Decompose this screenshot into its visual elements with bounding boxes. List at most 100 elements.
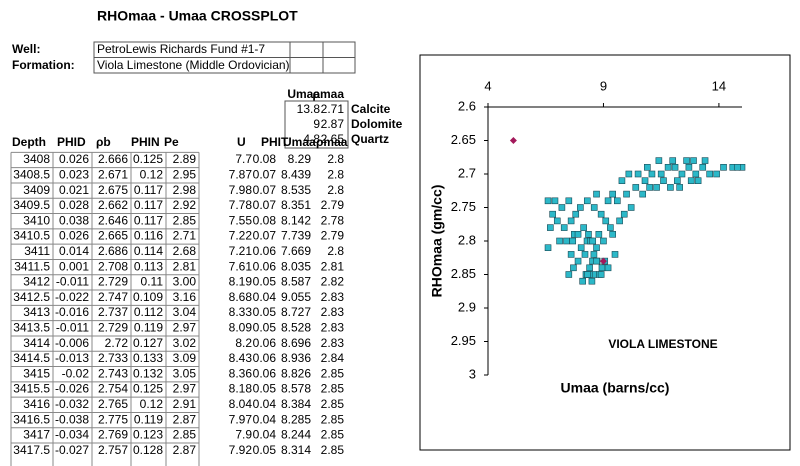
y-tick-label: 2.9 bbox=[458, 299, 476, 314]
mineral-value: 2.65 bbox=[321, 132, 345, 146]
point bbox=[614, 197, 621, 205]
point bbox=[593, 190, 600, 198]
point bbox=[664, 164, 672, 171]
cell: 0.125 bbox=[133, 382, 163, 396]
cell: 0.119 bbox=[134, 412, 163, 426]
point bbox=[620, 210, 628, 218]
cell: 0.023 bbox=[59, 167, 89, 181]
point bbox=[586, 264, 593, 272]
cell: 8.09 bbox=[229, 320, 253, 334]
cell: 0.05 bbox=[253, 443, 277, 457]
cell: 2.83 bbox=[321, 320, 345, 334]
point bbox=[604, 197, 612, 205]
column-header: Pe bbox=[164, 135, 179, 149]
point bbox=[669, 157, 677, 164]
cell: 0.05 bbox=[253, 305, 277, 319]
point bbox=[674, 177, 681, 184]
point bbox=[607, 224, 614, 231]
cell: 3408 bbox=[23, 152, 50, 166]
cell: 8.936 bbox=[281, 351, 311, 365]
point bbox=[646, 184, 653, 191]
cell: 2.85 bbox=[173, 428, 197, 442]
cell: 2.769 bbox=[98, 428, 128, 442]
point bbox=[634, 170, 642, 178]
cell: 7.61 bbox=[229, 259, 253, 273]
mineral-value: 13.8 bbox=[297, 102, 321, 116]
point bbox=[556, 237, 563, 245]
point bbox=[549, 210, 556, 218]
cell: 8.04 bbox=[229, 397, 253, 411]
cell: 8.33 bbox=[229, 305, 253, 319]
cell: 3413 bbox=[23, 305, 50, 319]
cell: 3415.5 bbox=[13, 382, 50, 396]
cell: 7.21 bbox=[229, 244, 253, 258]
point bbox=[602, 217, 610, 225]
column-header: ρmaa bbox=[316, 135, 348, 149]
column-header: Depth bbox=[12, 135, 46, 149]
cell: 0.026 bbox=[59, 229, 89, 243]
cell: 0.06 bbox=[253, 366, 277, 380]
cell: 2.765 bbox=[98, 397, 128, 411]
cell: 2.646 bbox=[98, 213, 128, 227]
cell: 2.666 bbox=[98, 152, 128, 166]
cell: 0.05 bbox=[253, 275, 277, 289]
y-tick-label: 2.65 bbox=[451, 132, 476, 147]
cell: 7.78 bbox=[229, 198, 253, 212]
cell: 2.85 bbox=[321, 412, 345, 426]
cell: 2.83 bbox=[321, 290, 345, 304]
cell: 2.743 bbox=[98, 366, 128, 380]
cell: 3416.5 bbox=[13, 412, 50, 426]
cell: 0.05 bbox=[253, 382, 277, 396]
cell: 2.757 bbox=[98, 443, 128, 457]
cell: 0.06 bbox=[253, 259, 277, 273]
point bbox=[623, 190, 630, 198]
cell: 2.775 bbox=[98, 412, 128, 426]
point bbox=[734, 164, 741, 171]
cell: 8.578 bbox=[281, 382, 311, 396]
cell: 8.285 bbox=[281, 412, 311, 426]
cell: -0.011 bbox=[56, 320, 89, 334]
cell: 0.04 bbox=[253, 428, 277, 442]
cell: 2.95 bbox=[173, 167, 197, 181]
cell: 2.91 bbox=[173, 397, 197, 411]
cell: 2.72 bbox=[105, 336, 129, 350]
cell: 2.85 bbox=[173, 213, 197, 227]
point bbox=[706, 170, 713, 178]
cell: 3413.5 bbox=[13, 320, 50, 334]
cell: 3412 bbox=[23, 275, 50, 289]
x-tick-label: 4 bbox=[484, 78, 491, 93]
chart-frame bbox=[419, 54, 791, 451]
point bbox=[597, 210, 605, 218]
cell: 0.028 bbox=[59, 198, 89, 212]
point bbox=[593, 244, 600, 251]
cell: 2.85 bbox=[321, 397, 345, 411]
well-label: Well: bbox=[12, 42, 40, 56]
cell: 2.92 bbox=[173, 198, 197, 212]
point bbox=[544, 197, 552, 205]
point bbox=[600, 237, 607, 245]
cell: 2.8 bbox=[327, 244, 344, 258]
cell: 2.68 bbox=[173, 244, 197, 258]
cell: 7.55 bbox=[229, 213, 253, 227]
cell: 0.12 bbox=[140, 167, 164, 181]
y-tick-label: 2.95 bbox=[451, 333, 476, 348]
point bbox=[558, 204, 566, 211]
point bbox=[577, 204, 584, 211]
cell: 3415 bbox=[23, 366, 50, 380]
mineral-value: 9 bbox=[313, 117, 320, 131]
cell: 0.04 bbox=[253, 290, 277, 304]
point bbox=[604, 264, 612, 272]
mineral-name: Dolomite bbox=[351, 117, 403, 131]
y-tick-label: 3 bbox=[469, 366, 476, 381]
mineral-box bbox=[284, 100, 349, 149]
cell: -0.016 bbox=[55, 305, 89, 319]
cell: 7.22 bbox=[229, 229, 253, 243]
annotation: VIOLA LIMESTONE bbox=[608, 337, 717, 351]
point bbox=[560, 224, 568, 231]
cell: 2.671 bbox=[98, 167, 128, 181]
cell: 3.02 bbox=[173, 336, 197, 350]
x-tick-label: 9 bbox=[600, 78, 607, 93]
cell: 2.98 bbox=[173, 183, 197, 197]
cell: 3411 bbox=[24, 244, 50, 258]
point bbox=[627, 204, 635, 211]
